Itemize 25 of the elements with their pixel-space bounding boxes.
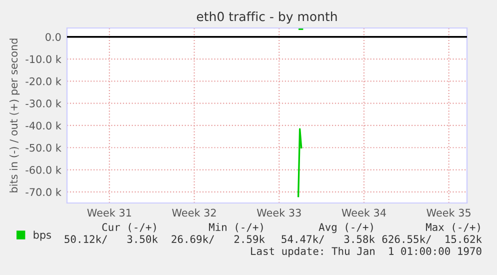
y-tick-label: -20.0 k (26, 77, 62, 86)
y-tick-label: -30.0 k (26, 99, 62, 108)
text: Cur (-/+) (102, 223, 156, 232)
legend-label: bps (34, 230, 51, 241)
x-tick-label: Week 31 (87, 208, 132, 217)
x-tick-label: Week 34 (342, 208, 386, 217)
y-tick-label: -40.0 k (26, 122, 62, 130)
x-tick-label: Week 35 (426, 208, 470, 217)
text: 626.55k/ 15.62k (382, 234, 482, 244)
y-tick-label: -50.0 k (26, 144, 62, 152)
chart-title: eth0 traffic - by month (196, 12, 337, 24)
text: Avg (-/+) (318, 222, 373, 234)
x-tick-label: Week 33 (256, 208, 301, 217)
text: 26.69k/ 2.59k (172, 234, 265, 244)
y-tick-label: -60.0 k (26, 166, 62, 174)
y-tick-label: 0.0 (46, 33, 61, 41)
text: Last update: Thu Jan 1 01:00:00 1970 (251, 246, 482, 258)
y-axis-title: bits in (-) / out (+) per second (10, 38, 20, 192)
text: 50.12k/ 3.50k (64, 234, 158, 244)
y-tick-label: -10.0 k (26, 55, 62, 64)
text: Max (-/+) (426, 223, 480, 232)
text: 54.47k/ 3.58k (282, 234, 375, 244)
y-tick-label: -70.0 k (26, 188, 62, 196)
x-tick-label: Week 32 (172, 208, 216, 217)
text: Min (-/+) (208, 222, 263, 232)
